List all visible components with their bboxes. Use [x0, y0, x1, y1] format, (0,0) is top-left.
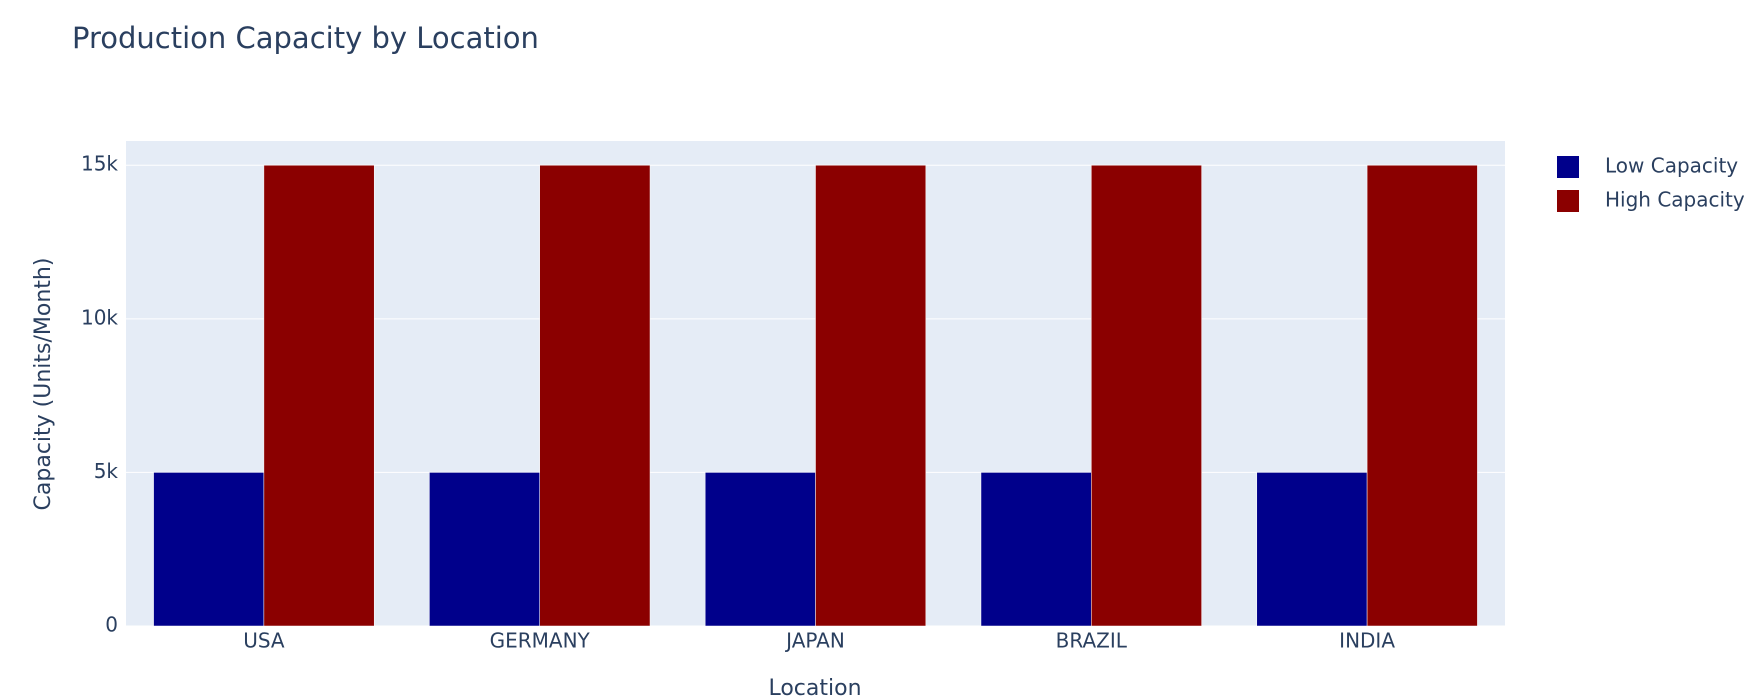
bar [153, 472, 265, 627]
x-tick-label: JAPAN [784, 629, 845, 653]
x-tick-label: BRAZIL [1056, 629, 1128, 653]
legend-swatch [1557, 190, 1579, 212]
bar [980, 472, 1092, 627]
bar [1256, 472, 1368, 627]
x-tick-label: USA [243, 629, 285, 653]
x-axis-title: Location [768, 676, 861, 699]
legend-label: Low Capacity [1605, 154, 1738, 178]
y-tick-label: 0 [105, 613, 118, 637]
bar [815, 164, 927, 627]
y-axis-title: Capacity (Units/Month) [31, 258, 56, 511]
y-tick-label: 15k [81, 152, 118, 176]
x-tick-label: GERMANY [490, 629, 591, 653]
bar [539, 164, 651, 627]
chart-title: Production Capacity by Location [72, 21, 539, 55]
legend-swatch [1557, 156, 1579, 178]
bar [1366, 164, 1478, 627]
x-tick-label: INDIA [1339, 629, 1395, 653]
bar [263, 164, 375, 627]
legend-label: High Capacity [1605, 188, 1744, 212]
bar [429, 472, 540, 627]
bar [1091, 164, 1202, 627]
bar [704, 472, 816, 627]
y-tick-label: 10k [81, 305, 118, 329]
y-tick-label: 5k [94, 459, 119, 483]
